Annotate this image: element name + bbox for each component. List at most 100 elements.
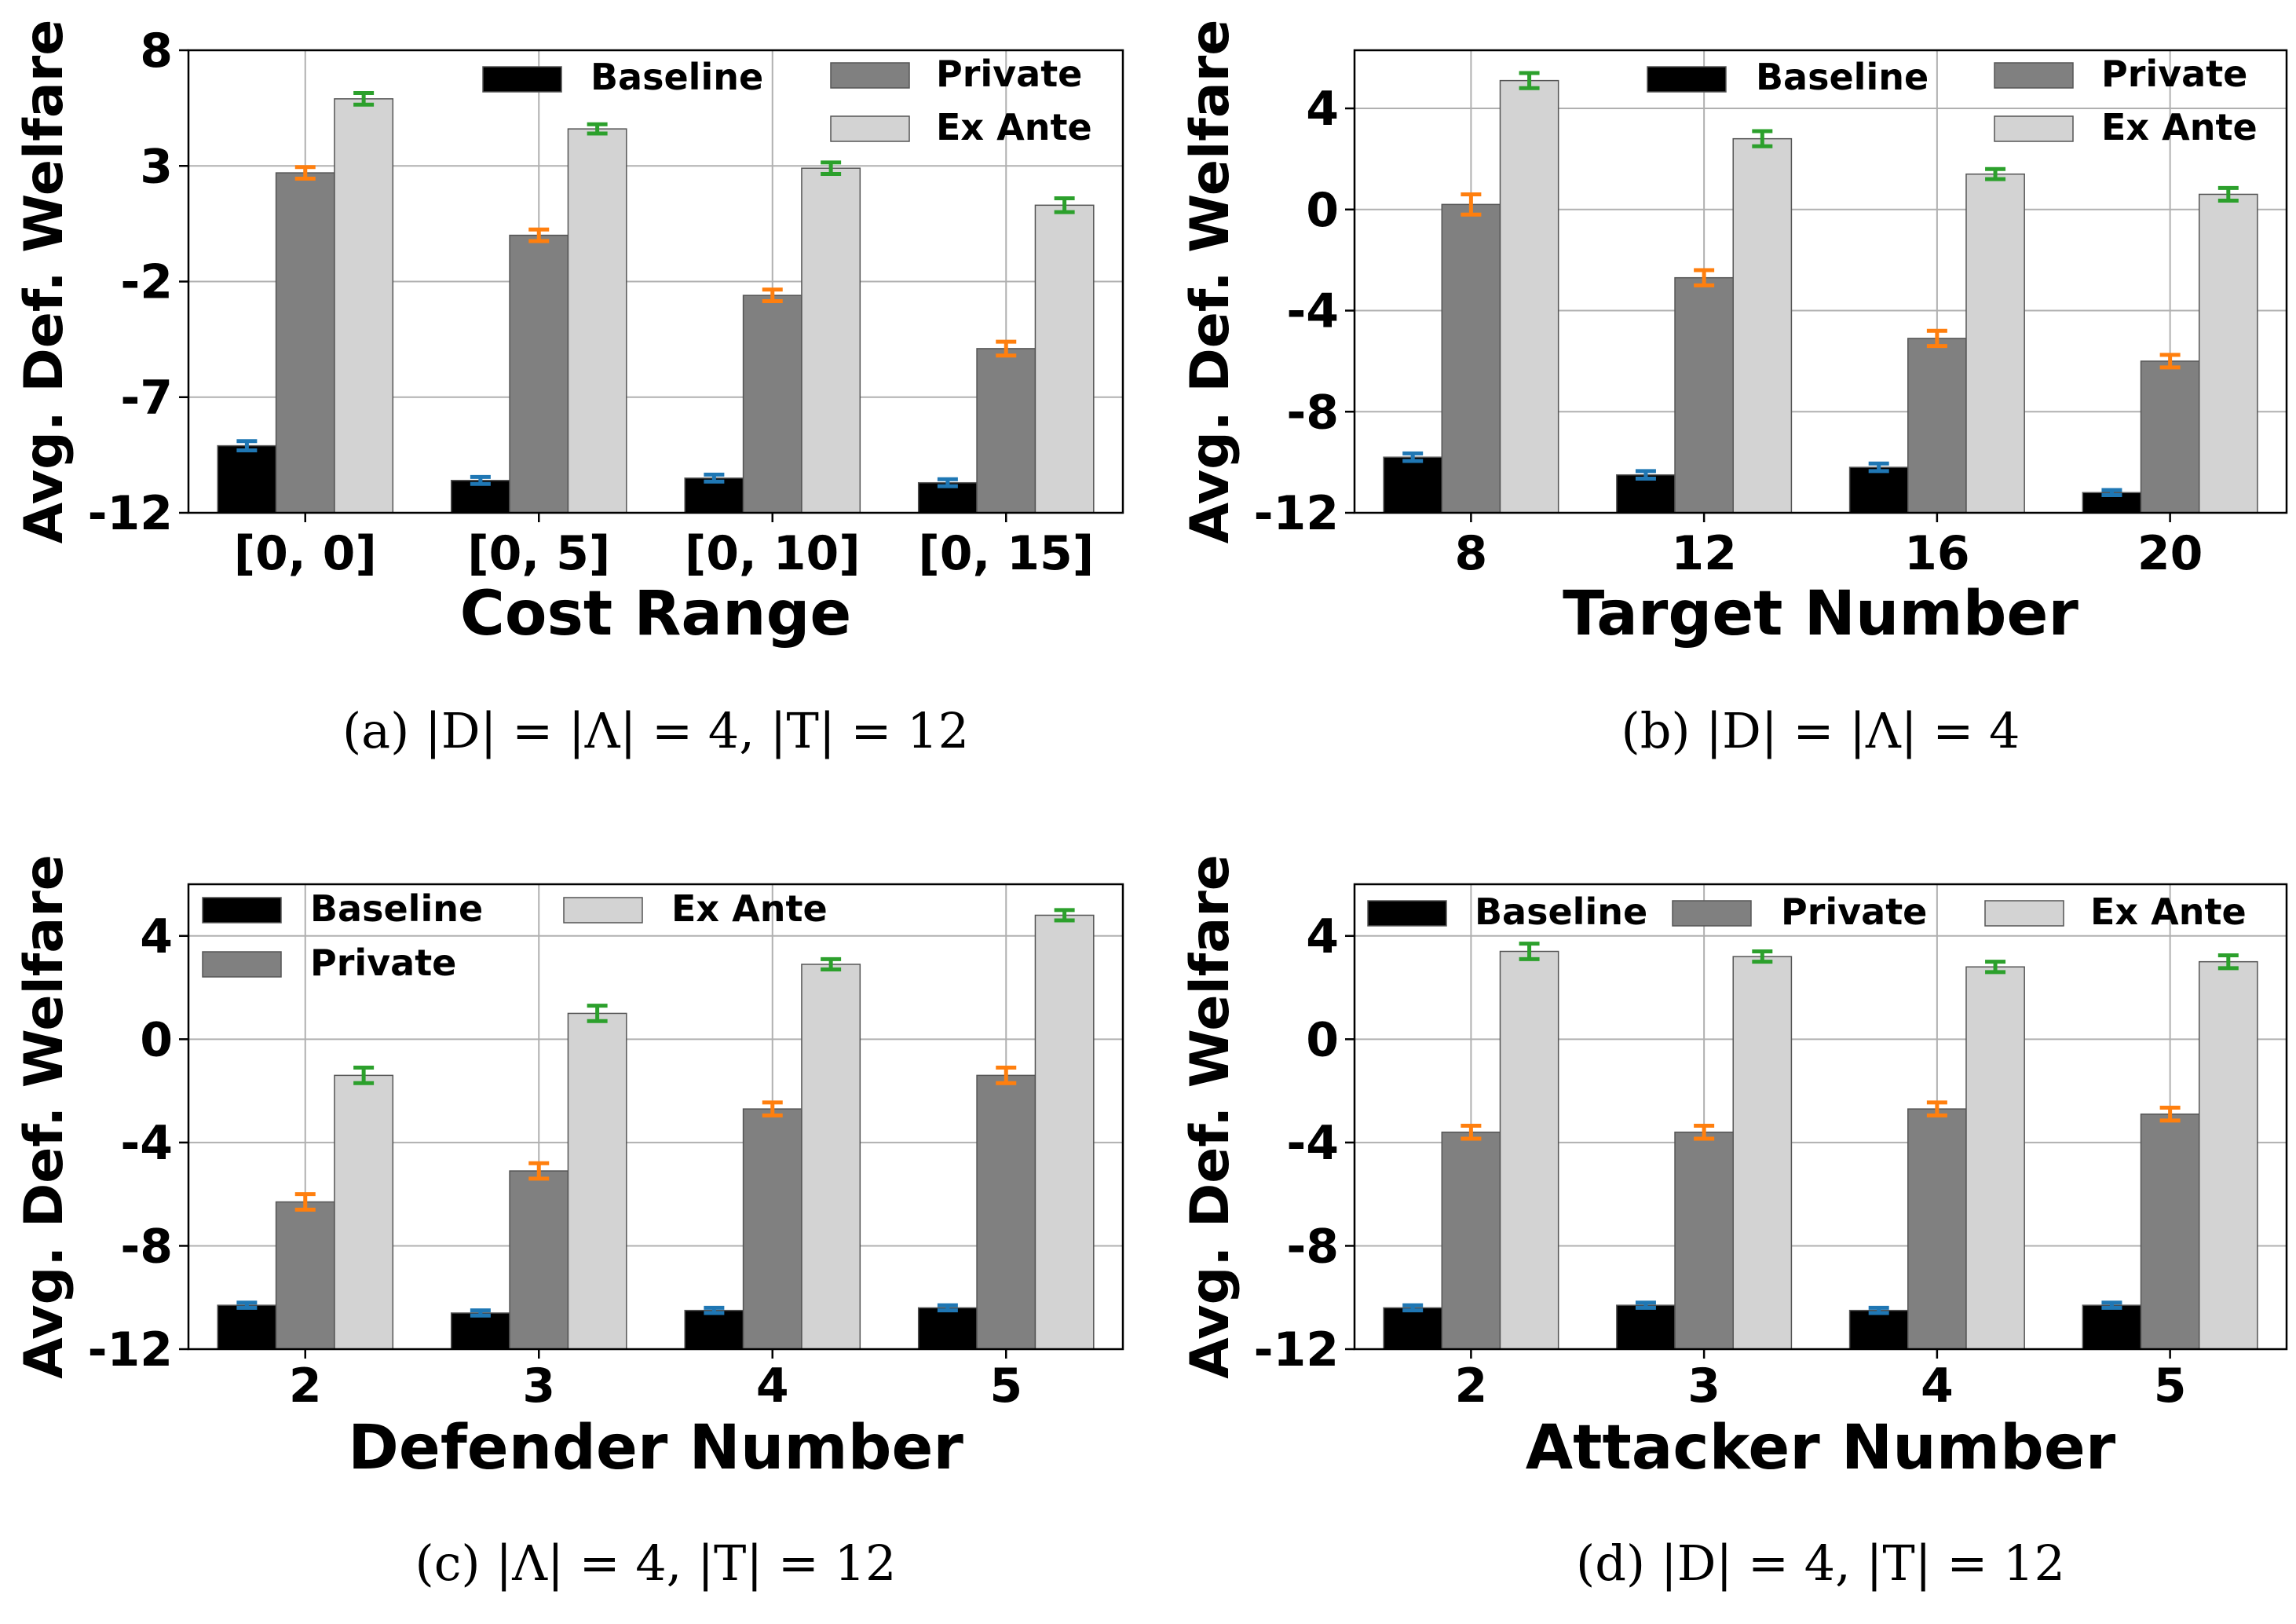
errorbar-baseline <box>937 477 958 488</box>
errorbar-ex-ante <box>2217 185 2239 203</box>
bar-private <box>976 1074 1036 1350</box>
chart-panel-0: 8 3 -2 -7 -12 [0, 0] [0, 5] [0, 10] [0, 15] Avg. … <box>13 20 1124 759</box>
legend-label-ex-ante: Ex Ante <box>936 106 1092 148</box>
errorbar-ex-ante <box>2217 953 2239 971</box>
y-tick-label: -12 <box>88 486 173 541</box>
x-tick-label: 3 <box>1687 1359 1720 1414</box>
bar-baseline <box>1848 1309 1909 1350</box>
legend-label-private: Private <box>310 942 456 984</box>
errorbar-baseline <box>1402 451 1424 463</box>
bar-ex-ante <box>1499 79 1559 514</box>
bar-baseline <box>1383 1307 1443 1350</box>
x-axis-label: Defender Number <box>348 1413 963 1483</box>
legend-label-ex-ante: Ex Ante <box>2090 891 2247 933</box>
errorbar-ex-ante <box>353 90 375 107</box>
y-axis-label: Avg. Def. Welfare <box>1179 854 1241 1379</box>
errorbar-private <box>996 339 1017 358</box>
bar-private <box>976 348 1036 514</box>
errorbar-ex-ante <box>1519 71 1540 90</box>
bar-ex-ante <box>334 98 394 514</box>
panel-caption: (d) |D| = 4, |T| = 12 <box>1576 1534 2065 1592</box>
bar-private <box>742 294 803 514</box>
y-tick-label: -4 <box>120 1116 173 1171</box>
legend-swatch-private <box>202 951 282 978</box>
errorbar-ex-ante <box>353 1066 375 1085</box>
plot-frame <box>1353 883 2288 1351</box>
bar-ex-ante <box>334 1074 394 1350</box>
errorbar-ex-ante <box>821 956 842 972</box>
bar-baseline <box>2082 1304 2142 1350</box>
errorbar-ex-ante <box>1054 908 1075 923</box>
bar-baseline <box>917 1307 978 1350</box>
bar-private <box>1441 203 1501 514</box>
legend-label-private: Private <box>936 53 1082 95</box>
errorbar-baseline <box>470 474 491 486</box>
legend-label-baseline: Baseline <box>590 56 763 98</box>
legend-label-baseline: Baseline <box>1756 56 1929 98</box>
legend-swatch-private <box>1994 62 2074 89</box>
legend-label-baseline: Baseline <box>310 887 483 930</box>
errorbar-ex-ante <box>1752 949 1773 964</box>
errorbar-private <box>996 1066 1017 1085</box>
errorbar-baseline <box>704 472 725 484</box>
bar-ex-ante <box>1965 966 2025 1350</box>
errorbar-baseline <box>470 1308 491 1318</box>
bar-ex-ante <box>567 128 627 514</box>
x-tick-label: [0, 15] <box>918 526 1094 581</box>
errorbar-private <box>528 227 550 243</box>
errorbar-baseline <box>1635 1300 1656 1310</box>
errorbar-private <box>762 287 783 304</box>
errorbar-ex-ante <box>1985 960 2006 975</box>
bar-baseline <box>1848 466 1909 514</box>
legend-swatch-private <box>830 62 910 89</box>
x-axis-label: Attacker Number <box>1526 1413 2116 1483</box>
y-tick-label: -12 <box>88 1322 173 1377</box>
legend-swatch-baseline <box>202 897 282 924</box>
errorbar-private <box>294 1192 316 1212</box>
errorbar-private <box>1461 1124 1482 1141</box>
errorbar-private <box>528 1161 550 1181</box>
y-tick-label: 8 <box>140 24 173 79</box>
errorbar-ex-ante <box>587 122 608 136</box>
bar-baseline <box>684 1309 744 1350</box>
errorbar-ex-ante <box>1752 129 1773 148</box>
x-tick-label: 2 <box>289 1359 322 1414</box>
errorbar-baseline <box>236 439 258 452</box>
bar-private <box>275 1201 335 1350</box>
errorbar-ex-ante <box>587 1004 608 1023</box>
chart-panel-2: 4 0 -4 -8 -12 2 3 4 5 Avg. Def. Welfare Defender N… <box>13 854 1124 1592</box>
bar-private <box>509 1170 569 1350</box>
y-tick-label: -8 <box>1286 385 1339 440</box>
x-tick-label: 4 <box>756 1359 789 1414</box>
x-tick-label: 12 <box>1671 526 1737 581</box>
y-tick-label: 4 <box>1306 82 1339 137</box>
x-tick-label: 5 <box>2154 1359 2187 1414</box>
errorbar-ex-ante <box>1054 196 1075 214</box>
y-tick-label: -2 <box>120 255 173 310</box>
panel-caption: (a) |D| = |Λ| = 4, |T| = 12 <box>342 702 969 759</box>
y-tick-label: -7 <box>120 371 173 426</box>
legend-label-ex-ante: Ex Ante <box>2101 106 2258 148</box>
bar-ex-ante <box>1965 173 2025 514</box>
errorbar-private <box>1694 268 1715 287</box>
y-tick-label: -12 <box>1254 486 1339 541</box>
errorbar-baseline <box>1868 461 1889 474</box>
legend-swatch-ex-ante <box>1994 115 2074 142</box>
bar-ex-ante <box>1732 956 1793 1350</box>
errorbar-baseline <box>2101 1300 2122 1310</box>
x-tick-label: 20 <box>2137 526 2203 581</box>
y-tick-label: 0 <box>140 1012 173 1067</box>
y-axis-label: Avg. Def. Welfare <box>13 854 75 1379</box>
x-tick-label: 5 <box>989 1359 1022 1414</box>
bar-private <box>509 234 569 514</box>
y-tick-label: 0 <box>1306 1012 1339 1067</box>
bar-ex-ante <box>2198 193 2258 514</box>
errorbar-private <box>1926 328 1947 349</box>
x-tick-label: 8 <box>1455 526 1488 581</box>
chart-panel-1: 4 0 -4 -8 -12 8 12 16 20 Avg. Def. Welfare Target … <box>1179 20 2288 759</box>
y-tick-label: 0 <box>1306 183 1339 238</box>
legend-label-ex-ante: Ex Ante <box>671 887 828 930</box>
errorbar-private <box>1461 192 1482 217</box>
errorbar-private <box>2159 1105 2181 1123</box>
